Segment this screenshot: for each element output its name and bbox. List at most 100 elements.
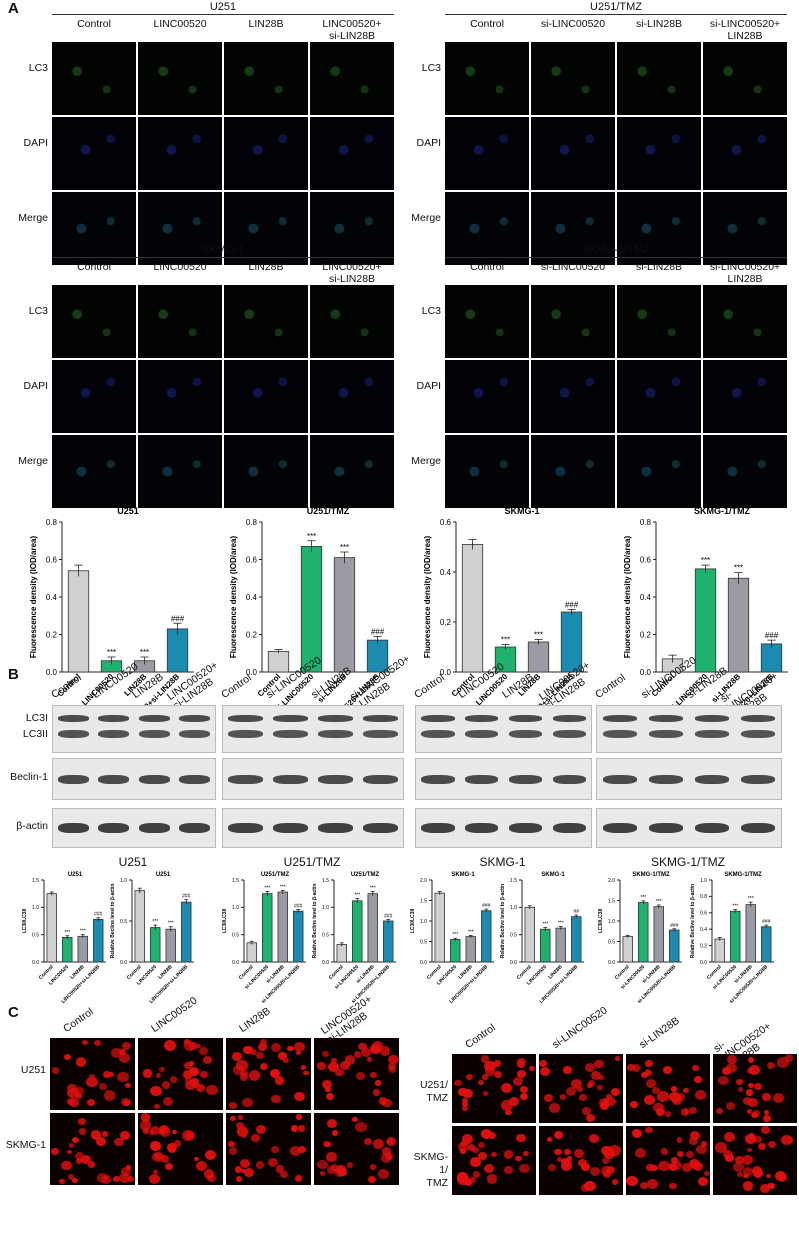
y-tick-label: 0.2	[246, 630, 258, 639]
chart-title: U251	[117, 506, 139, 516]
chart-title: SKMG-1/TMZ	[724, 872, 762, 878]
band-lc3i	[98, 715, 130, 722]
nucleus	[647, 1179, 658, 1189]
nucleus	[669, 1182, 677, 1190]
nucleus	[571, 1078, 583, 1089]
nucleus	[645, 1126, 653, 1134]
micrograph-lc3	[224, 285, 308, 358]
bar	[150, 927, 161, 963]
band-beclin	[57, 775, 89, 784]
significance-mark: ***	[701, 556, 710, 565]
nucleus	[736, 1171, 743, 1178]
nucleus	[741, 1154, 753, 1165]
nucleus	[370, 1043, 381, 1054]
nucleus	[462, 1105, 469, 1111]
micrograph-dapi	[224, 117, 308, 190]
nucleus	[80, 1155, 92, 1165]
blot-label-lc3i: LC3I	[25, 712, 48, 724]
nucleus	[142, 1128, 149, 1134]
y-tick-label: 0.4	[246, 593, 258, 602]
band-beclin	[228, 775, 263, 784]
nucleus	[86, 1076, 99, 1088]
nucleus	[454, 1079, 462, 1087]
column-label: Control	[470, 18, 504, 30]
band-lc3i	[228, 715, 263, 722]
nucleus	[644, 1095, 656, 1105]
nucleus	[605, 1093, 612, 1100]
nucleus	[685, 1151, 694, 1159]
nucleus	[64, 1053, 72, 1061]
nucleus	[562, 1066, 573, 1075]
micrograph-lc3	[703, 42, 787, 115]
nuclei-micrograph	[626, 1126, 710, 1195]
nucleus	[114, 1137, 124, 1147]
nucleus	[735, 1078, 743, 1085]
micrograph-dapi	[531, 360, 615, 433]
micrograph-lc3	[138, 285, 222, 358]
nucleus	[125, 1083, 131, 1089]
nucleus	[576, 1086, 583, 1092]
significance-mark: ###	[371, 627, 385, 636]
nucleus	[298, 1145, 306, 1153]
column-label: Control	[470, 261, 504, 273]
blot-actin	[596, 808, 782, 848]
nucleus	[154, 1103, 161, 1110]
nucleus	[184, 1077, 192, 1084]
band-lc3i	[552, 715, 586, 722]
nucleus	[732, 1161, 745, 1172]
nucleus	[580, 1162, 590, 1171]
blot-beclin	[415, 758, 592, 800]
nucleus	[480, 1055, 490, 1064]
nucleus	[150, 1086, 162, 1097]
nucleus	[116, 1071, 129, 1082]
nucleus	[250, 1133, 260, 1142]
y-tick-label: 0.0	[420, 960, 427, 966]
nucleus	[670, 1086, 678, 1093]
nucleus	[337, 1167, 347, 1177]
nucleus	[549, 1103, 560, 1113]
nucleus	[326, 1118, 338, 1128]
nucleus	[94, 1039, 101, 1046]
y-tick-label: 0.4	[640, 593, 652, 602]
band-actin	[363, 823, 398, 833]
bar	[694, 568, 717, 673]
nucleus	[200, 1071, 208, 1078]
column-label: si-LINC00520	[540, 18, 606, 30]
nucleus	[194, 1156, 200, 1162]
nucleus	[67, 1173, 75, 1180]
y-tick-label: 0.0	[46, 668, 58, 677]
band-lc3i	[318, 715, 353, 722]
y-tick-label: 0.6	[46, 555, 58, 564]
nucleus	[652, 1102, 664, 1113]
row-label: LC3	[421, 305, 441, 317]
bar	[730, 910, 741, 963]
nucleus	[683, 1088, 689, 1094]
micrograph-merge	[52, 435, 136, 508]
band-actin	[138, 823, 170, 833]
nucleus	[113, 1175, 121, 1183]
panel-c-row-label: SKMG-1	[5, 1139, 46, 1151]
bar-chart: SKMG-1/TMZLC3I/LC3II0.00.51.01.52.0Contr…	[598, 872, 682, 1005]
band-actin	[694, 823, 730, 833]
micrograph-dapi	[224, 360, 308, 433]
y-axis-label: Fluorescence density (IOD/area)	[229, 536, 238, 659]
y-tick-label: 0.8	[46, 518, 58, 527]
chart-title: SKMG-1	[504, 506, 539, 516]
y-tick-label: 1.0	[510, 905, 517, 911]
y-axis-label: Relative Beclive level to β-actin	[690, 884, 696, 958]
nucleus	[326, 1152, 337, 1162]
nucleus	[547, 1137, 553, 1142]
y-tick-label: 0.0	[232, 960, 239, 966]
y-tick-label: 0.5	[322, 932, 329, 938]
micrograph-dapi	[310, 117, 394, 190]
bar	[62, 937, 73, 963]
bar	[527, 641, 550, 673]
row-label: Merge	[18, 455, 48, 467]
nucleus	[290, 1125, 299, 1132]
nucleus	[671, 1096, 682, 1106]
nucleus	[609, 1145, 621, 1156]
nucleus	[480, 1128, 493, 1139]
y-tick-label: 1.0	[700, 878, 707, 884]
nucleus	[237, 1115, 244, 1121]
nucleus	[66, 1149, 72, 1155]
